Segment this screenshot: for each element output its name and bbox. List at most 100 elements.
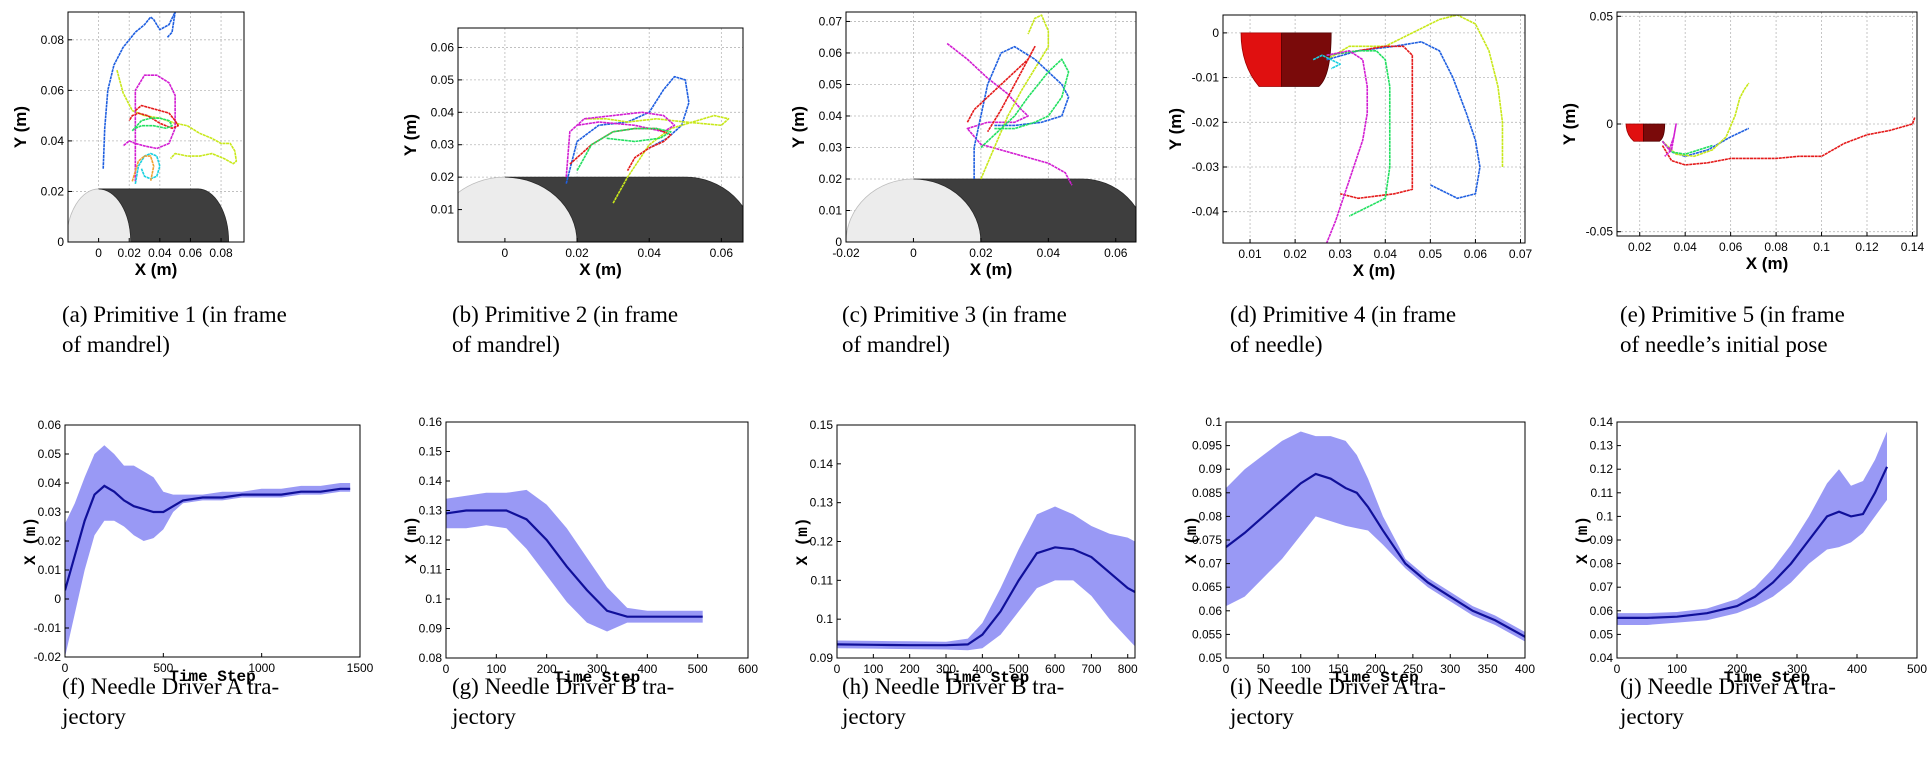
mean-line (1226, 472, 1525, 638)
x-tick-label: 200 (900, 662, 920, 676)
y-tick-label: 0.09 (1199, 462, 1223, 476)
y-tick-label: 0.02 (38, 534, 62, 548)
x-tick-label: 800 (1118, 662, 1138, 676)
axes-box (1222, 14, 1526, 244)
x-tick-label: 0.04 (638, 246, 662, 260)
y-tick-label: 0.07 (1590, 580, 1614, 594)
chart-c: -0.02 0 0.02 0.04 0.0600.010.020.030.040.050… (789, 11, 1137, 279)
y-tick-label: 0.02 (431, 170, 455, 184)
y-axis-label: X (m) (794, 517, 812, 565)
y-tick-label: 0.06 (38, 418, 62, 432)
x-tick-label: 0 (443, 662, 450, 676)
trajectory-magenta (1325, 49, 1369, 243)
caption-line: jectory (1230, 704, 1294, 729)
y-tick-label: 0.05 (431, 73, 455, 87)
y-tick-label: 0.08 (41, 33, 65, 47)
y-tick-label: 0.07 (819, 14, 843, 28)
x-tick-label: 100 (1291, 662, 1311, 676)
y-axis-label: Y (m) (1560, 103, 1579, 145)
y-tick-label: 0.15 (419, 445, 443, 459)
caption-line: (f) Needle Driver A tra- (62, 674, 280, 699)
x-tick-label: 0.02 (1283, 247, 1307, 261)
x-tick-label: 100 (1667, 662, 1687, 676)
caption-i: (i) Needle Driver A tra-jectory (1230, 672, 1446, 732)
trajectory-orange (131, 155, 155, 182)
caption-c: (c) Primitive 3 (in frame of mandrel) (842, 300, 1067, 360)
y-tick-label: 0.06 (431, 40, 455, 54)
y-tick-label: 0.09 (810, 651, 834, 665)
x-tick-label: 0.04 (1374, 247, 1398, 261)
y-tick-label: 0.085 (1192, 486, 1222, 500)
x-axis-label: X (m) (1746, 254, 1789, 273)
caption-line: jectory (452, 704, 516, 729)
y-tick-label: 0.1 (1205, 415, 1222, 429)
needle-front (1240, 32, 1282, 87)
plot-area (446, 489, 703, 632)
caption-line: (c) Primitive 3 (in frame (842, 302, 1067, 327)
x-tick-label: 700 (1081, 662, 1101, 676)
chart-d: 0.01 0.02 0.03 0.04 0.05 0.06 0.07 -0.04 -0.03 -0… (1166, 14, 1532, 280)
y-tick-label: 0.12 (1590, 462, 1614, 476)
x-tick-label: 0 (834, 662, 841, 676)
y-tick-label: 0.04 (819, 109, 843, 123)
y-tick-label: -0.02 (34, 650, 62, 664)
y-tick-label: 0.13 (1590, 439, 1614, 453)
x-tick-label: 0.03 (1329, 247, 1353, 261)
y-tick-label: 0 (54, 592, 61, 606)
trajectory-yellow-green (1326, 15, 1504, 167)
x-tick-label: 150 (1328, 662, 1348, 676)
y-tick-label: 0.04 (1590, 651, 1614, 665)
x-tick-label: 0 (1223, 662, 1230, 676)
y-axis-label: Y (m) (789, 106, 808, 148)
y-tick-label: 0.03 (819, 140, 843, 154)
mandrel-body (504, 176, 743, 242)
x-tick-label: 400 (972, 662, 992, 676)
y-tick-label: -0.05 (1586, 225, 1614, 239)
chart-j: 0 100 200 300 400 500 0.04 0.05 0.06 0.07 0.08 0.09… (1574, 415, 1927, 687)
caption-d: (d) Primitive 4 (in frame of needle) (1230, 300, 1456, 360)
y-tick-label: 0.05 (1199, 651, 1223, 665)
y-tick-label: 0.05 (1590, 627, 1614, 641)
trajectory-blue (102, 12, 176, 169)
plot-area (837, 506, 1135, 651)
y-axis-label: X (m) (1183, 516, 1201, 564)
chart-b: 0 0.02 0.04 0.06 0.01 0.02 0.03 0.04 0.05 0.06 X (… (401, 27, 744, 279)
x-tick-label: 200 (1365, 662, 1385, 676)
confidence-band (446, 489, 703, 632)
x-tick-label: 600 (738, 662, 758, 676)
needle-front (1625, 123, 1644, 142)
caption-j: (j) Needle Driver A tra-jectory (1620, 672, 1836, 732)
y-tick-label: 0.01 (38, 563, 62, 577)
x-axis-label: X (m) (135, 260, 178, 279)
needle-back (1643, 123, 1666, 142)
y-tick-label: 0.11 (420, 563, 443, 577)
mean-line (65, 484, 351, 591)
confidence-band (1617, 431, 1887, 625)
x-tick-label: 0.04 (1674, 240, 1698, 254)
x-tick-label: 500 (1009, 662, 1029, 676)
x-tick-label: 0 (910, 246, 917, 260)
caption-line: jectory (842, 704, 906, 729)
x-axis-label: Time Step (943, 669, 1029, 687)
y-tick-label: 0.08 (1590, 557, 1614, 571)
y-tick-label: 0 (57, 235, 64, 249)
x-tick-label: 300 (1787, 662, 1807, 676)
x-tick-label: 0.06 (1464, 247, 1488, 261)
y-tick-label: 0 (835, 235, 842, 249)
x-tick-label: 0 (1614, 662, 1621, 676)
x-tick-label: 400 (637, 662, 657, 676)
trajectory-green (576, 127, 672, 172)
y-tick-label: 0.09 (1590, 533, 1614, 547)
x-tick-label: 500 (688, 662, 708, 676)
x-axis-label: X (m) (970, 260, 1013, 279)
caption-h: (h) Needle Driver B tra-jectory (842, 672, 1064, 732)
y-tick-label: 0.065 (1192, 580, 1222, 594)
y-tick-label: 0.03 (38, 505, 62, 519)
chart-h: 0 100 200 300 400 500 600 700 800 0.09 0.1 0.11 0.12… (794, 418, 1138, 687)
x-tick-label: 0.02 (118, 246, 142, 260)
caption-line: (a) Primitive 1 (in frame (62, 302, 287, 327)
x-tick-label: 100 (486, 662, 506, 676)
x-tick-label: 0.02 (565, 246, 589, 260)
caption-line: (j) Needle Driver A tra- (1620, 674, 1836, 699)
